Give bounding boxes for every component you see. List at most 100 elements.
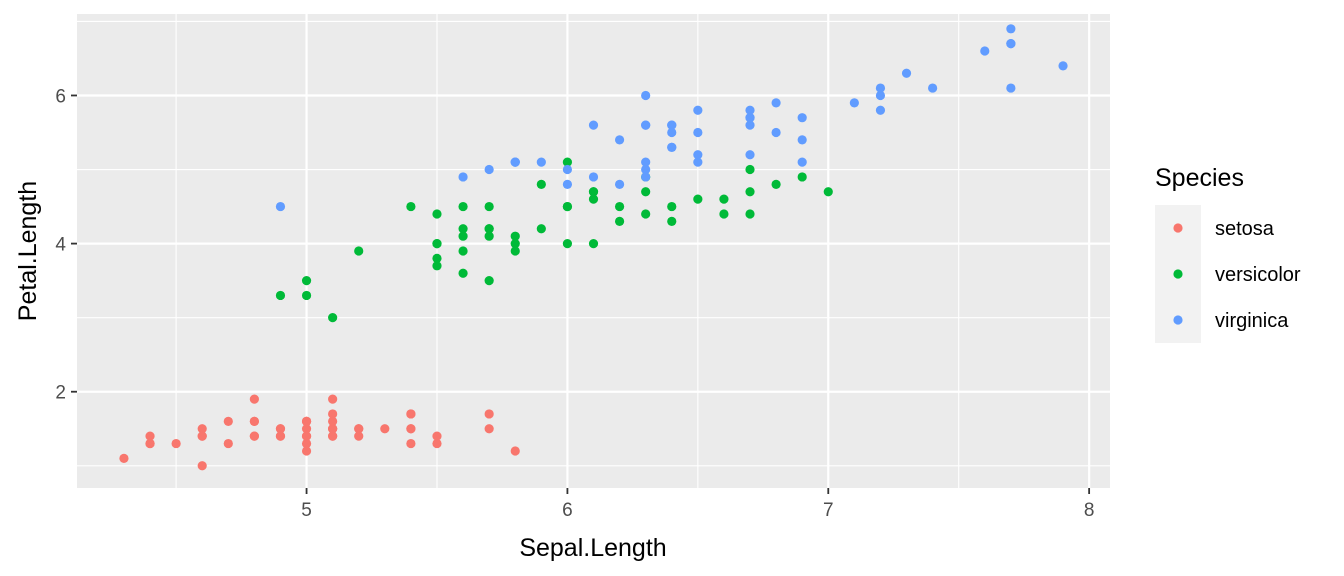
data-point-setosa bbox=[328, 416, 338, 426]
data-point-virginica bbox=[614, 135, 625, 145]
data-point-setosa bbox=[119, 453, 129, 463]
x-tick-label: 7 bbox=[823, 500, 834, 521]
data-point-versicolor bbox=[458, 268, 468, 278]
data-point-virginica bbox=[875, 83, 886, 93]
data-point-versicolor bbox=[458, 246, 468, 256]
data-point-setosa bbox=[406, 424, 416, 434]
data-point-versicolor bbox=[667, 201, 677, 212]
data-point-versicolor bbox=[771, 179, 781, 189]
data-point-virginica bbox=[588, 120, 599, 130]
data-point-setosa bbox=[301, 424, 312, 434]
data-point-versicolor bbox=[588, 187, 599, 197]
data-point-virginica bbox=[745, 113, 755, 123]
data-point-versicolor bbox=[823, 187, 833, 197]
data-point-virginica bbox=[641, 164, 651, 175]
data-point-setosa bbox=[328, 394, 338, 404]
data-point-versicolor bbox=[562, 201, 573, 212]
legend-key-setosa bbox=[1173, 223, 1183, 233]
data-point-virginica bbox=[693, 105, 703, 115]
data-point-versicolor bbox=[588, 194, 599, 204]
data-point-setosa bbox=[275, 424, 286, 434]
legend-key-virginica bbox=[1173, 315, 1183, 325]
data-point-virginica bbox=[875, 90, 886, 101]
data-point-versicolor bbox=[614, 216, 625, 226]
y-axis-ticks: 2 4 6 bbox=[55, 86, 77, 404]
data-point-virginica bbox=[562, 179, 573, 189]
data-point-virginica bbox=[771, 127, 781, 138]
data-point-versicolor bbox=[745, 209, 755, 219]
x-tick-label: 5 bbox=[301, 500, 312, 521]
data-point-versicolor bbox=[432, 253, 442, 264]
data-point-virginica bbox=[1058, 61, 1068, 71]
x-tick-label: 6 bbox=[562, 500, 573, 521]
data-point-virginica bbox=[980, 46, 990, 56]
data-point-versicolor bbox=[562, 238, 573, 249]
data-point-setosa bbox=[301, 438, 312, 449]
data-point-virginica bbox=[667, 120, 677, 130]
legend-title: Species bbox=[1155, 164, 1244, 192]
data-point-virginica bbox=[745, 150, 755, 160]
data-point-virginica bbox=[1006, 39, 1016, 49]
data-point-virginica bbox=[458, 172, 468, 182]
data-point-versicolor bbox=[693, 194, 703, 204]
data-point-versicolor bbox=[562, 157, 573, 167]
data-point-setosa bbox=[275, 431, 286, 441]
data-point-versicolor bbox=[301, 276, 312, 286]
data-point-setosa bbox=[432, 438, 442, 449]
data-point-versicolor bbox=[588, 238, 599, 249]
data-point-virginica bbox=[510, 157, 520, 167]
data-point-virginica bbox=[641, 120, 651, 130]
data-point-virginica bbox=[875, 105, 886, 115]
data-point-versicolor bbox=[406, 201, 416, 212]
legend-label-setosa: setosa bbox=[1215, 218, 1275, 240]
data-point-virginica bbox=[614, 179, 625, 189]
data-point-virginica bbox=[901, 68, 912, 78]
data-point-versicolor bbox=[641, 209, 651, 219]
data-point-versicolor bbox=[719, 209, 729, 219]
data-point-versicolor bbox=[745, 187, 755, 197]
data-point-versicolor bbox=[484, 201, 494, 212]
legend-key-versicolor bbox=[1173, 269, 1183, 279]
data-point-versicolor bbox=[797, 172, 807, 182]
data-point-virginica bbox=[849, 98, 859, 108]
data-point-virginica bbox=[667, 127, 677, 138]
data-point-versicolor bbox=[458, 224, 468, 234]
data-point-virginica bbox=[641, 172, 651, 182]
minor-gridlines bbox=[77, 14, 1110, 488]
data-point-virginica bbox=[797, 135, 807, 145]
data-point-versicolor bbox=[458, 201, 468, 212]
data-point-versicolor bbox=[536, 224, 546, 234]
data-point-setosa bbox=[197, 431, 207, 441]
data-point-setosa bbox=[249, 394, 259, 404]
data-point-setosa bbox=[301, 446, 312, 456]
y-tick-label: 6 bbox=[55, 86, 66, 107]
legend: Species setosa versicolor virginica bbox=[1155, 164, 1301, 343]
data-point-versicolor bbox=[510, 238, 520, 249]
data-point-versicolor bbox=[354, 246, 364, 256]
data-point-versicolor bbox=[536, 179, 546, 189]
x-axis-ticks: 5 6 7 8 bbox=[301, 488, 1094, 521]
data-point-setosa bbox=[223, 416, 233, 426]
data-point-setosa bbox=[406, 409, 416, 419]
data-point-setosa bbox=[328, 409, 338, 419]
data-point-virginica bbox=[484, 164, 494, 175]
data-point-versicolor bbox=[484, 224, 494, 234]
data-point-setosa bbox=[171, 438, 181, 449]
legend-label-versicolor: versicolor bbox=[1215, 264, 1301, 286]
data-points bbox=[119, 24, 1068, 471]
panel-background bbox=[77, 14, 1110, 488]
data-point-versicolor bbox=[510, 231, 520, 241]
legend-label-virginica: virginica bbox=[1215, 310, 1289, 332]
data-point-virginica bbox=[588, 172, 599, 182]
data-point-versicolor bbox=[301, 290, 312, 301]
data-point-versicolor bbox=[432, 209, 442, 219]
data-point-virginica bbox=[745, 105, 755, 115]
data-point-virginica bbox=[1006, 83, 1016, 93]
data-point-versicolor bbox=[275, 290, 286, 301]
data-point-versicolor bbox=[719, 194, 729, 204]
data-point-virginica bbox=[745, 120, 755, 130]
data-point-virginica bbox=[693, 157, 703, 167]
data-point-versicolor bbox=[484, 276, 494, 286]
data-point-versicolor bbox=[458, 231, 468, 241]
data-point-versicolor bbox=[510, 246, 520, 256]
